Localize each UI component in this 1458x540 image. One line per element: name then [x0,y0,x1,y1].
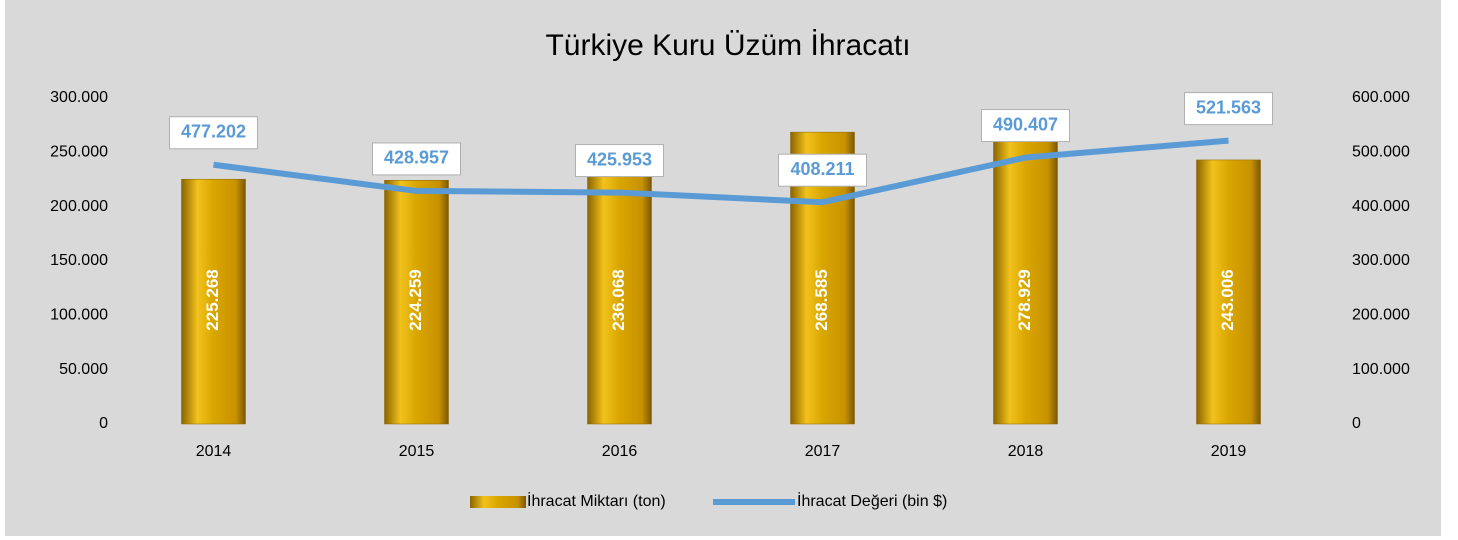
data-label-box [372,142,461,176]
x-tick-label: 2016 [602,443,638,460]
line-value-label: 521.563 [1196,97,1261,117]
y-tick-label: 300.000 [50,89,108,106]
line-value-label: 490.407 [993,114,1058,134]
data-label-box [1184,92,1273,126]
y-tick-label: 150.000 [50,252,108,269]
y2-tick-label: 600.000 [1352,89,1410,106]
bar-value-label: 278.929 [1015,269,1034,330]
y2-tick-label: 0 [1352,415,1361,432]
line-value-label: 425.953 [587,149,652,169]
chart-title: Türkiye Kuru Üzüm İhracatı [545,29,910,62]
bar [587,167,652,425]
y2-tick-label: 200.000 [1352,307,1410,324]
bar-value-label: 224.259 [406,269,425,330]
bar [1196,159,1261,425]
bar-value-label: 225.268 [203,269,222,330]
line-value-label: 477.202 [181,121,246,141]
y-tick-label: 250.000 [50,144,108,161]
y-tick-label: 50.000 [59,361,108,378]
legend-label: İhracat Miktarı (ton) [527,491,666,510]
bar [181,178,246,425]
data-label-box [778,153,867,187]
line [213,137,1229,206]
legend-label: İhracat Değeri (bin $) [797,491,947,510]
bar-value-label: 236.068 [609,269,628,330]
legend-icon [470,496,526,508]
x-tick-label: 2017 [805,443,841,460]
x-tick-label: 2014 [196,443,232,460]
x-tick-label: 2015 [399,443,435,460]
y-tick-label: 100.000 [50,307,108,324]
bar [993,120,1058,425]
y2-tick-label: 100.000 [1352,361,1410,378]
bar-value-label: 243.006 [1218,269,1237,330]
y-tick-label: 200.000 [50,198,108,215]
bar-value-label: 268.585 [812,269,831,330]
bar [384,180,449,425]
x-tick-label: 2018 [1008,443,1044,460]
data-label-box [169,116,258,150]
x-tick-label: 2019 [1211,443,1247,460]
y-tick-label: 0 [99,415,108,432]
data-label-box [575,144,664,178]
y2-tick-label: 500.000 [1352,144,1410,161]
y2-tick-label: 400.000 [1352,198,1410,215]
y2-tick-label: 300.000 [1352,252,1410,269]
line-value-label: 408.211 [790,159,854,179]
data-label-box [981,109,1070,143]
line-value-label: 428.957 [384,148,449,168]
